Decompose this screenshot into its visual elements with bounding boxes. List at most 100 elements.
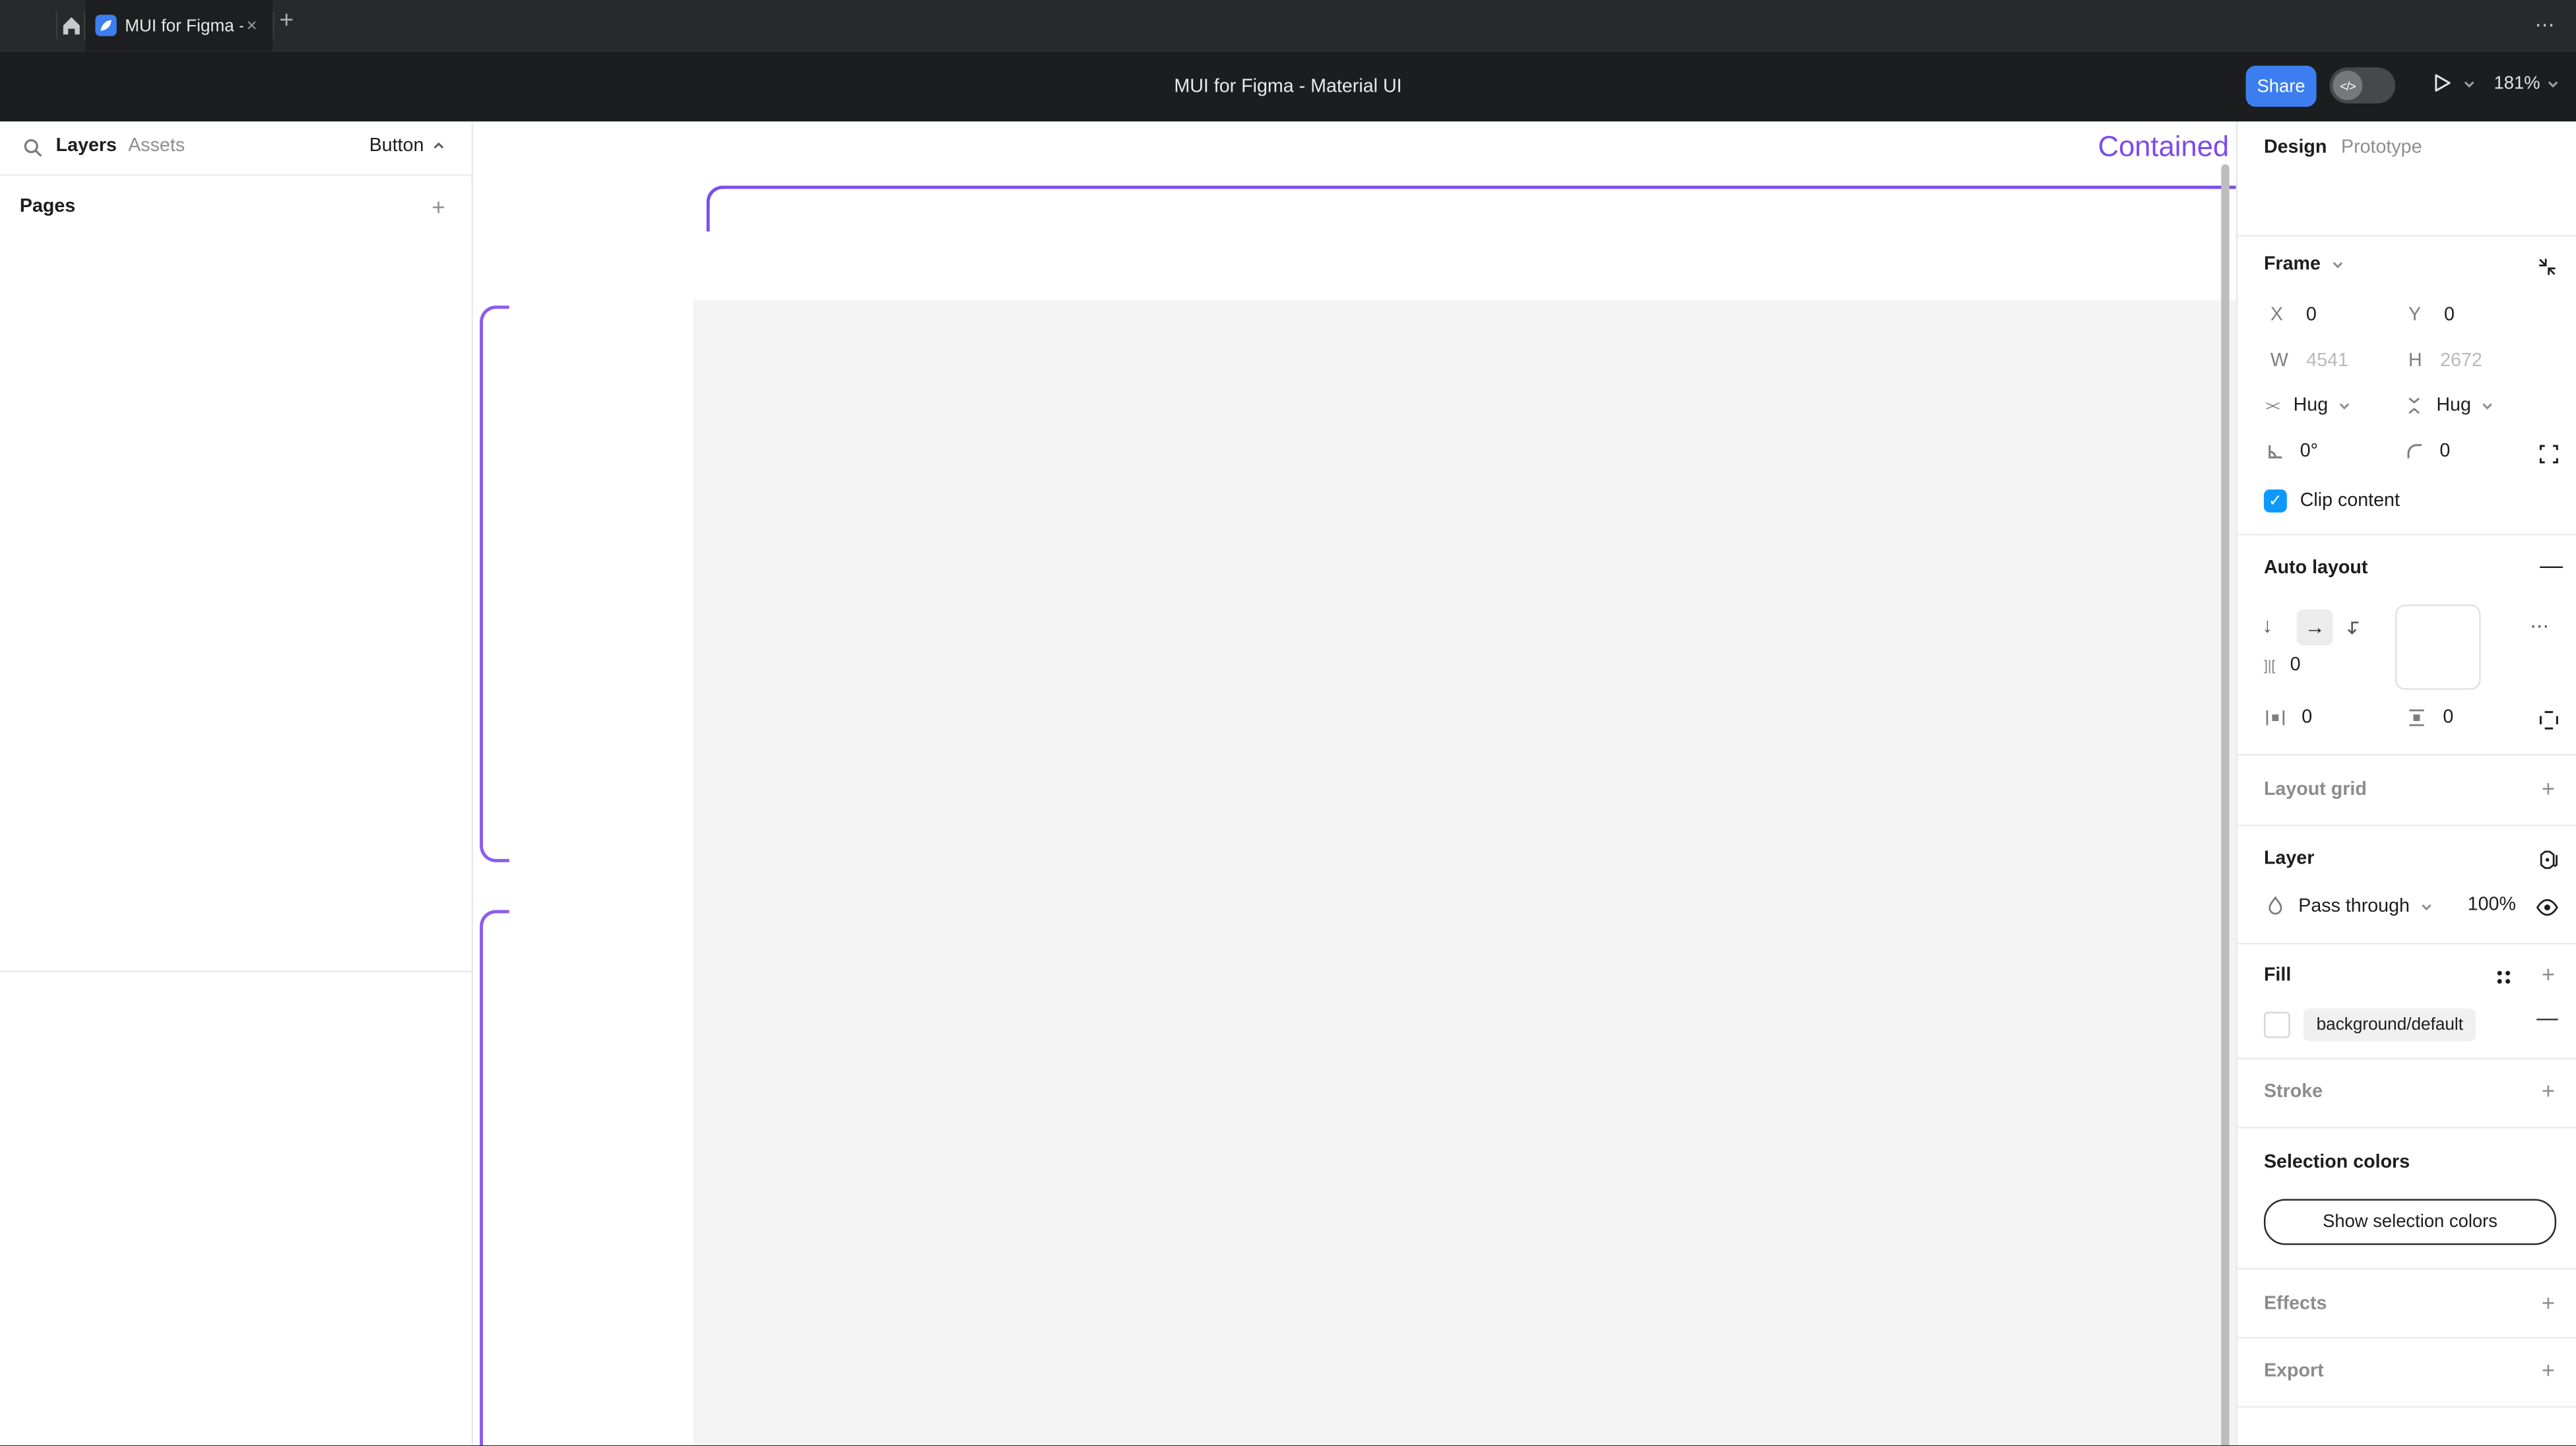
add-stroke-icon[interactable]: + <box>2541 1077 2556 1104</box>
chevron-down-icon <box>2481 399 2494 412</box>
resize-vertical-icon <box>2405 396 2423 416</box>
home-icon[interactable] <box>57 8 84 41</box>
search-icon[interactable] <box>23 138 43 158</box>
window-zoom-button[interactable] <box>40 18 53 32</box>
rotation-field[interactable]: 0° <box>2265 442 2318 462</box>
blend-mode-dropdown[interactable]: Pass through <box>2265 895 2432 916</box>
resize-horizontal-icon: >< <box>2265 397 2280 414</box>
show-selection-colors-button[interactable]: Show selection colors <box>2263 1199 2557 1245</box>
blend-mode-icon[interactable] <box>2536 849 2560 870</box>
independent-corners-icon[interactable] <box>2538 443 2560 464</box>
divider <box>2238 1268 2576 1270</box>
tab-assets[interactable]: Assets <box>128 136 185 156</box>
share-button[interactable]: Share <box>2245 65 2317 107</box>
stroke-section-title: Stroke <box>2263 1082 2323 1102</box>
opacity-field[interactable]: 100% <box>2467 895 2516 915</box>
fill-color-swatch[interactable] <box>2263 1011 2290 1038</box>
add-export-icon[interactable]: + <box>2541 1356 2556 1383</box>
layers-panel: Layers Assets Button Pages + <box>0 121 474 1446</box>
horizontal-padding-field[interactable]: 0 <box>2264 708 2312 728</box>
hug-vertical-value: Hug <box>2436 396 2471 416</box>
x-value: 0 <box>2305 305 2317 325</box>
new-tab-button[interactable]: + <box>279 6 294 35</box>
vertical-padding-field[interactable]: 0 <box>2405 708 2453 728</box>
corner-radius-field[interactable]: 0 <box>2405 442 2450 462</box>
canvas-scrollbar[interactable] <box>2221 164 2230 1446</box>
blend-mode-value: Pass through <box>2298 896 2410 916</box>
height-field[interactable]: H 2672 <box>2408 352 2482 371</box>
w-label: W <box>2270 351 2288 371</box>
divider <box>2238 235 2576 237</box>
y-position-field[interactable]: Y 0 <box>2408 305 2455 325</box>
gap-field[interactable]: ]|[ 0 <box>2264 655 2301 675</box>
chevron-down-icon <box>2338 399 2351 412</box>
chevron-down-icon <box>2547 77 2560 90</box>
fill-row[interactable]: background/default <box>2263 1008 2476 1042</box>
tab-design[interactable]: Design <box>2263 138 2327 158</box>
gap-icon: ]|[ <box>2263 656 2276 674</box>
x-position-field[interactable]: X 0 <box>2270 305 2317 325</box>
add-effect-icon[interactable]: + <box>2541 1289 2556 1316</box>
divider <box>2238 753 2576 756</box>
corner-radius-value: 0 <box>2439 441 2451 462</box>
remove-fill-icon[interactable]: — <box>2536 1005 2558 1030</box>
horizontal-resizing-dropdown[interactable]: >< Hug <box>2265 396 2351 416</box>
add-layout-grid-icon[interactable]: + <box>2541 775 2556 802</box>
divider <box>2238 943 2576 945</box>
zoom-level-dropdown[interactable]: 181% <box>2494 74 2560 94</box>
dev-mode-toggle[interactable]: </> <box>2329 67 2396 104</box>
frame-border <box>706 185 2236 232</box>
button-grid-frame[interactable] <box>693 300 2236 1446</box>
tab-close-icon[interactable]: × <box>246 15 257 36</box>
opacity-droplet-icon <box>2265 895 2285 916</box>
browser-tab[interactable]: MUI for Figma - Material UI × <box>85 0 273 51</box>
wrap-icon[interactable]: ↴ <box>2346 615 2364 639</box>
component-selector[interactable]: Button <box>370 137 445 156</box>
effects-section-title: Effects <box>2263 1294 2327 1314</box>
frame-type-dropdown[interactable]: Frame <box>2264 255 2344 274</box>
tabbar-separator <box>273 11 274 40</box>
rotation-icon <box>2265 442 2285 462</box>
tabbar-separator <box>55 11 58 40</box>
add-fill-icon[interactable]: + <box>2541 960 2556 988</box>
divider <box>0 173 472 176</box>
design-panel: Design Prototype Frame X 0 Y 0 W 4541 H … <box>2236 121 2576 1446</box>
auto-layout-more-icon[interactable]: ⋯ <box>2530 617 2549 638</box>
window-minimize-button[interactable] <box>24 18 38 32</box>
chevron-down-icon <box>2463 77 2476 90</box>
frame-title[interactable]: Contained <box>2098 129 2230 163</box>
tab-prototype[interactable]: Prototype <box>2340 138 2422 158</box>
clip-content-checkbox[interactable]: ✓ <box>2263 489 2287 513</box>
export-section-title: Export <box>2263 1362 2324 1381</box>
direction-right-icon[interactable]: → <box>2296 609 2333 646</box>
auto-layout-alignment-widget[interactable] <box>2395 604 2481 690</box>
divider <box>2238 534 2576 536</box>
width-field[interactable]: W 4541 <box>2270 352 2348 371</box>
direction-down-icon[interactable]: ↓ <box>2262 614 2273 638</box>
tab-layers[interactable]: Layers <box>55 136 117 156</box>
add-page-icon[interactable]: + <box>432 193 445 220</box>
window-close-button[interactable] <box>10 18 24 32</box>
fill-style-chip[interactable]: background/default <box>2303 1008 2476 1042</box>
independent-padding-icon[interactable] <box>2538 710 2560 731</box>
vertical-resizing-dropdown[interactable]: Hug <box>2405 396 2494 416</box>
tab-overflow-icon[interactable]: ⋯ <box>2534 13 2557 36</box>
figma-file-icon <box>95 15 117 36</box>
group-bracket <box>480 910 509 1446</box>
gap-value: 0 <box>2290 655 2301 676</box>
remove-auto-layout-icon[interactable]: — <box>2540 551 2563 579</box>
component-selector-label: Button <box>369 136 424 156</box>
clip-content-control[interactable]: ✓ Clip content <box>2263 489 2400 513</box>
frame-section-title: Frame <box>2263 254 2321 274</box>
dev-mode-code-icon: </> <box>2333 71 2363 100</box>
layer-visibility-eye-icon[interactable] <box>2535 898 2560 916</box>
canvas[interactable]: Contained <box>473 121 2236 1446</box>
present-button[interactable] <box>2431 73 2476 94</box>
collapse-icon[interactable] <box>2536 256 2558 277</box>
fill-section-title: Fill <box>2263 966 2292 986</box>
fill-styles-icon[interactable] <box>2494 967 2514 987</box>
play-icon <box>2431 73 2453 94</box>
divider <box>2238 1336 2576 1339</box>
document-title: MUI for Figma - Material UI <box>1174 76 1402 96</box>
